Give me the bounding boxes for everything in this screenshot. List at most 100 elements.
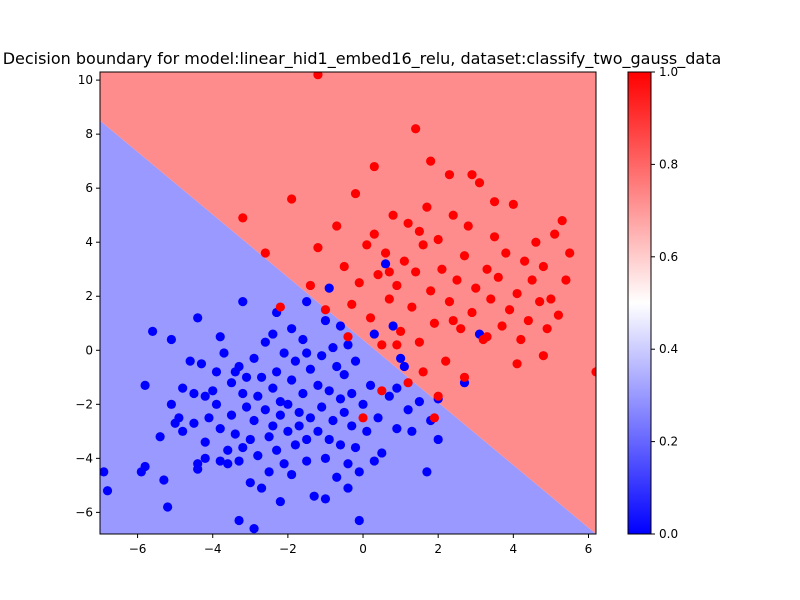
point-class-1 bbox=[365, 313, 376, 323]
point-class-0 bbox=[241, 372, 252, 382]
point-class-1 bbox=[538, 351, 548, 361]
point-class-0 bbox=[324, 434, 334, 445]
point-class-0 bbox=[339, 369, 349, 380]
point-class-0 bbox=[313, 380, 323, 391]
point-class-0 bbox=[298, 388, 308, 399]
point-class-0 bbox=[354, 515, 364, 526]
point-class-0 bbox=[196, 359, 207, 369]
point-class-1 bbox=[347, 299, 357, 309]
point-class-0 bbox=[302, 348, 312, 358]
point-class-0 bbox=[226, 410, 237, 420]
point-class-1 bbox=[493, 272, 503, 282]
point-class-0 bbox=[309, 491, 319, 501]
point-class-0 bbox=[268, 383, 278, 393]
point-class-0 bbox=[249, 353, 259, 363]
point-class-1 bbox=[448, 210, 458, 220]
point-class-0 bbox=[238, 297, 248, 307]
point-class-0 bbox=[238, 442, 248, 453]
point-class-1 bbox=[523, 315, 533, 326]
point-class-0 bbox=[215, 424, 225, 434]
y-tick-label: −2 bbox=[75, 397, 93, 411]
y-tick-label: −6 bbox=[75, 505, 93, 519]
point-class-1 bbox=[377, 386, 387, 396]
point-class-1 bbox=[508, 199, 518, 209]
point-class-1 bbox=[350, 188, 361, 199]
colorbar-tick-label: 0.4 bbox=[659, 342, 678, 356]
point-class-0 bbox=[283, 399, 293, 409]
point-class-0 bbox=[332, 361, 342, 372]
point-class-1 bbox=[429, 413, 440, 423]
point-class-0 bbox=[399, 361, 409, 372]
point-class-0 bbox=[392, 383, 402, 393]
point-class-0 bbox=[272, 445, 282, 455]
point-class-0 bbox=[253, 451, 263, 461]
point-class-0 bbox=[335, 321, 346, 331]
point-class-0 bbox=[369, 456, 379, 466]
plot-area bbox=[100, 72, 596, 534]
point-class-1 bbox=[380, 248, 391, 258]
point-class-0 bbox=[279, 459, 289, 469]
point-class-1 bbox=[516, 334, 526, 345]
point-class-0 bbox=[275, 397, 285, 407]
point-class-0 bbox=[339, 407, 349, 418]
point-class-0 bbox=[392, 424, 402, 434]
point-class-1 bbox=[444, 170, 455, 180]
point-class-1 bbox=[238, 213, 248, 223]
point-class-1 bbox=[384, 294, 394, 304]
point-class-1 bbox=[426, 156, 436, 166]
point-class-1 bbox=[482, 264, 492, 274]
point-class-1 bbox=[384, 267, 394, 277]
point-class-1 bbox=[531, 237, 541, 247]
point-class-0 bbox=[200, 453, 210, 463]
point-class-0 bbox=[384, 391, 394, 401]
point-class-0 bbox=[211, 367, 222, 377]
point-class-1 bbox=[489, 197, 500, 207]
y-tick-label: 8 bbox=[85, 127, 93, 141]
point-class-0 bbox=[347, 421, 357, 431]
point-class-0 bbox=[215, 332, 225, 342]
point-class-0 bbox=[253, 391, 263, 401]
point-class-0 bbox=[380, 259, 391, 269]
point-class-1 bbox=[260, 248, 270, 258]
point-class-1 bbox=[471, 283, 481, 293]
point-class-0 bbox=[298, 334, 308, 345]
point-class-0 bbox=[166, 399, 176, 409]
point-class-1 bbox=[392, 340, 402, 350]
point-class-0 bbox=[369, 329, 379, 339]
point-class-0 bbox=[343, 340, 353, 350]
point-class-0 bbox=[272, 367, 282, 377]
point-class-0 bbox=[433, 434, 443, 445]
point-class-0 bbox=[302, 456, 312, 466]
colorbar-tick-label: 0.8 bbox=[659, 157, 678, 171]
point-class-1 bbox=[467, 307, 477, 318]
point-class-0 bbox=[178, 426, 188, 436]
point-class-0 bbox=[305, 413, 316, 423]
point-class-1 bbox=[396, 326, 406, 336]
point-class-0 bbox=[283, 426, 293, 436]
point-class-0 bbox=[302, 297, 312, 307]
point-class-1 bbox=[399, 256, 409, 266]
point-class-0 bbox=[358, 399, 368, 409]
point-class-1 bbox=[512, 359, 522, 369]
point-class-0 bbox=[373, 413, 383, 423]
x-tick-label: −2 bbox=[279, 542, 297, 556]
point-class-0 bbox=[287, 469, 297, 480]
point-class-0 bbox=[174, 413, 184, 423]
point-class-1 bbox=[407, 302, 417, 312]
point-class-0 bbox=[287, 324, 297, 334]
point-class-1 bbox=[339, 261, 349, 272]
point-class-1 bbox=[448, 315, 458, 326]
point-class-1 bbox=[313, 243, 323, 253]
y-axis: −6 −4 −2 0 2 4 6 8 10 bbox=[75, 73, 100, 519]
point-class-1 bbox=[354, 278, 364, 288]
point-class-1 bbox=[418, 367, 428, 377]
point-class-0 bbox=[249, 415, 259, 426]
point-class-1 bbox=[527, 275, 537, 285]
colorbar-tick-label: 0.0 bbox=[659, 527, 678, 541]
point-class-0 bbox=[140, 461, 150, 472]
point-class-1 bbox=[535, 297, 545, 307]
point-class-0 bbox=[226, 378, 237, 388]
point-class-0 bbox=[317, 402, 327, 412]
point-class-1 bbox=[275, 302, 285, 312]
point-class-0 bbox=[305, 364, 316, 374]
